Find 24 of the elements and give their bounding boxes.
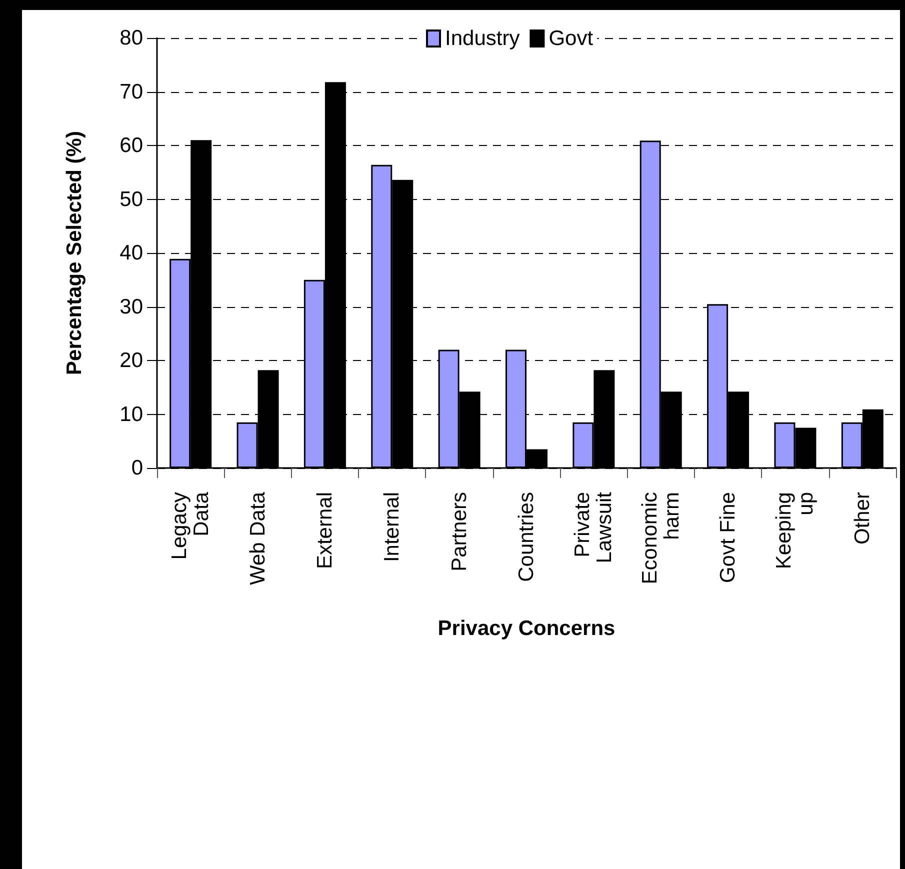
- x-tick-label: Govt Fine: [716, 492, 740, 584]
- x-tick-label: Web Data: [246, 492, 270, 585]
- y-tick-label: 0: [131, 456, 143, 480]
- x-tick-label: Keeping up: [772, 492, 818, 570]
- y-tick-label: 10: [120, 402, 143, 426]
- legend-label: Govt: [548, 27, 594, 50]
- x-axis-title: Privacy Concerns: [438, 617, 616, 640]
- x-tick-label: Internal: [380, 492, 404, 562]
- x-tick-label: Economic harm: [638, 492, 684, 584]
- y-tick-label: 80: [120, 26, 143, 50]
- legend-label: Industry: [445, 27, 520, 50]
- x-tick-label: Legacy Data: [168, 492, 214, 560]
- y-axis-title: Percentage Selected (%): [63, 131, 86, 375]
- x-tick-label: External: [313, 492, 336, 570]
- x-tick-label: Private Lawsuit: [571, 492, 616, 564]
- y-tick-label: 60: [120, 134, 143, 157]
- y-tick-label: 20: [120, 349, 143, 372]
- y-tick-label: 50: [120, 188, 143, 211]
- y-tick-label: 70: [120, 80, 143, 104]
- x-tick-label: Partners: [448, 492, 471, 572]
- x-tick-label: Other: [850, 492, 874, 545]
- y-tick-label: 40: [120, 242, 143, 264]
- y-tick-label: 30: [120, 295, 143, 318]
- x-tick-label: Countries: [515, 492, 538, 582]
